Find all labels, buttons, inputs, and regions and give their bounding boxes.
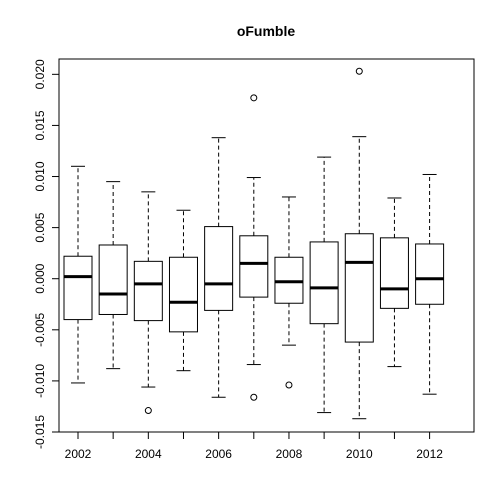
box-2005 [168, 209, 198, 372]
outlier-point [250, 393, 258, 401]
iqr-box [63, 255, 93, 321]
box-2002 [63, 165, 93, 384]
box-2011 [379, 197, 409, 368]
y-tick-label: -0.010 [33, 364, 47, 398]
box-2009 [309, 156, 339, 414]
iqr-box [168, 256, 198, 333]
x-tick-label: 2008 [276, 447, 303, 461]
y-tick-label: 0.010 [33, 161, 47, 191]
y-axis: -0.015 -0.010 -0.005 0.000 0.005 0.010 0.015 0.… [33, 59, 60, 449]
box-2010 [344, 67, 374, 420]
box-2003 [98, 181, 128, 370]
x-tick-label: 2006 [205, 447, 232, 461]
iqr-box [379, 237, 409, 309]
y-tick-label: 0.000 [33, 263, 47, 293]
iqr-box [344, 233, 374, 343]
x-tick-label: 2012 [416, 447, 443, 461]
x-tick-label: 2002 [65, 447, 92, 461]
outlier-point [144, 407, 152, 415]
y-tick-label: -0.005 [33, 312, 47, 346]
x-tick-label: 2004 [135, 447, 162, 461]
y-tick-label: 0.005 [33, 212, 47, 242]
box-2007 [239, 94, 269, 401]
iqr-box [239, 235, 269, 298]
boxes-group [63, 67, 445, 420]
iqr-box [309, 241, 339, 325]
iqr-box [274, 256, 304, 304]
outlier-point [355, 67, 363, 75]
box-2008 [274, 196, 304, 389]
box-2012 [415, 173, 445, 395]
box-2004 [133, 191, 163, 415]
y-tick-label: 0.015 [33, 110, 47, 140]
chart-title: oFumble [237, 23, 296, 39]
y-tick-label: 0.020 [33, 59, 47, 89]
x-tick-label: 2010 [346, 447, 373, 461]
iqr-box [98, 244, 128, 315]
outlier-point [285, 381, 293, 389]
iqr-box [133, 260, 163, 322]
iqr-box [204, 226, 234, 311]
x-axis: 2002 2004 2006 2008 2010 2012 [65, 431, 443, 461]
outlier-point [250, 94, 258, 102]
y-tick-label: -0.015 [33, 415, 47, 449]
iqr-box [415, 243, 445, 305]
box-2006 [204, 137, 234, 398]
